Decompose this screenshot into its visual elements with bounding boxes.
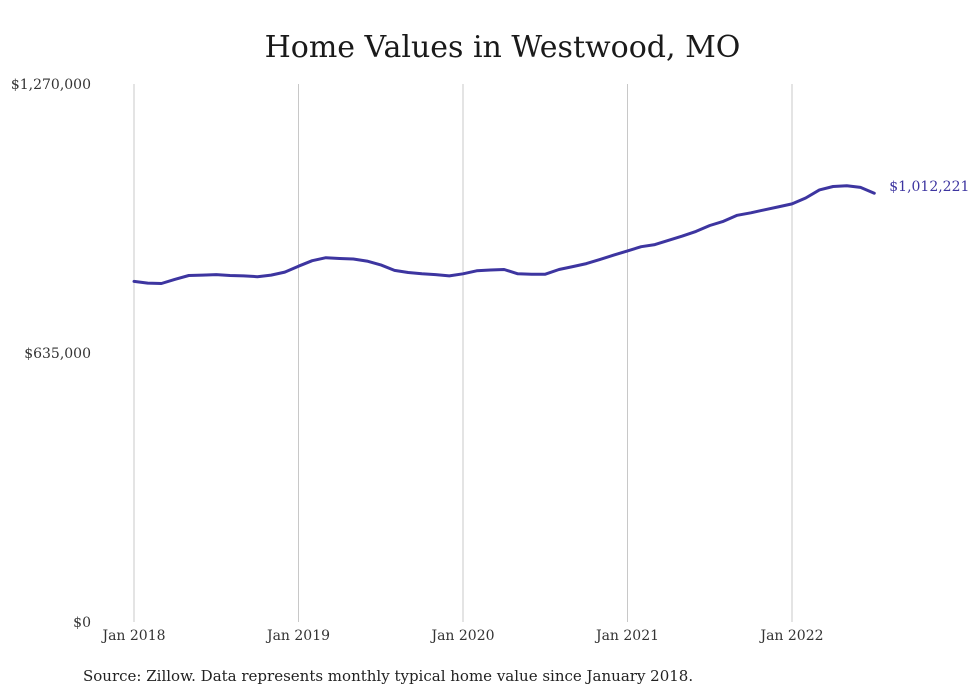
x-axis-ticks: Jan 2018 Jan 2019 Jan 2020 Jan 2021 Jan 2022 — [100, 628, 823, 644]
y-tick-label: $635,000 — [24, 346, 91, 362]
x-tick-label: Jan 2020 — [429, 628, 494, 644]
y-axis-ticks: $0 $635,000 $1,270,000 — [11, 77, 91, 631]
gridlines — [133, 84, 793, 622]
chart-title: Home Values in Westwood, MO — [264, 30, 741, 65]
x-tick-label: Jan 2021 — [594, 628, 659, 644]
x-tick-label: Jan 2019 — [265, 628, 330, 644]
x-tick-label: Jan 2022 — [758, 628, 823, 644]
series-line — [132, 184, 876, 285]
y-tick-label: $0 — [73, 615, 91, 631]
x-tick-label: Jan 2018 — [100, 628, 165, 644]
y-tick-label: $1,270,000 — [11, 77, 91, 93]
end-value-label: $1,012,221 — [889, 179, 969, 195]
source-note: Source: Zillow. Data represents monthly … — [83, 667, 694, 685]
